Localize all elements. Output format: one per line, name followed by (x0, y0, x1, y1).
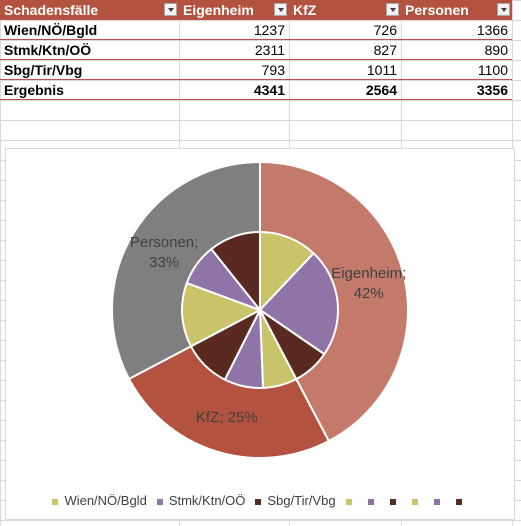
legend-label: Sbg/Tir/Vbg (267, 493, 336, 508)
legend-label: Wien/NÖ/Bgld (64, 493, 147, 508)
filter-dropdown-icon[interactable] (386, 3, 399, 16)
cell-value[interactable]: 1011 (289, 59, 401, 80)
row-label[interactable]: Stmk/Ktn/OÖ (0, 39, 179, 60)
legend-swatch (433, 498, 440, 505)
legend-swatch (345, 498, 352, 505)
legend-entry[interactable] (389, 493, 402, 508)
cell-value[interactable]: 1100 (401, 59, 512, 80)
header-kfz[interactable]: KfZ (289, 0, 401, 20)
total-value[interactable]: 4341 (179, 79, 289, 100)
inner-slice[interactable] (181, 281, 263, 348)
header-label: Personen (405, 1, 469, 18)
total-label[interactable]: Ergebnis (0, 79, 179, 100)
total-value[interactable]: 2564 (289, 79, 401, 100)
total-row: Ergebnis 4341 2564 3356 (0, 79, 512, 100)
filter-dropdown-icon[interactable] (274, 3, 287, 16)
data-label: Personen; 33% (130, 234, 198, 271)
header-personen[interactable]: Personen (401, 0, 512, 20)
legend-swatch (156, 498, 163, 505)
legend-entry[interactable] (433, 493, 446, 508)
legend-entry[interactable] (367, 493, 380, 508)
legend-label: Stmk/Ktn/OÖ (168, 493, 246, 508)
row-label[interactable]: Sbg/Tir/Vbg (0, 59, 179, 80)
header-schadensfaelle[interactable]: Schadensfälle (0, 0, 179, 20)
table-row: Stmk/Ktn/OÖ 2311 827 890 (0, 39, 512, 60)
legend-entry[interactable]: Wien/NÖ/Bgld (52, 493, 147, 508)
cell-value[interactable]: 1237 (179, 19, 289, 40)
pie-chart-canvas: Eigenheim; 42% KfZ; 25% Personen; 33% (111, 160, 409, 459)
legend-entry[interactable]: Stmk/Ktn/OÖ (156, 493, 246, 508)
header-label: Schadensfälle (4, 1, 99, 18)
cell-value[interactable]: 793 (179, 59, 289, 80)
cell-value[interactable]: 890 (401, 39, 512, 60)
legend-swatch (367, 498, 374, 505)
inner-slice[interactable] (209, 230, 261, 313)
data-label: KfZ; 25% (196, 409, 258, 426)
legend-swatch (52, 498, 59, 505)
legend-swatch (389, 498, 396, 505)
header-label: KfZ (293, 1, 317, 18)
legend-swatch (411, 498, 418, 505)
legend-entry[interactable] (411, 493, 424, 508)
total-value[interactable]: 3356 (401, 79, 512, 100)
filter-dropdown-icon[interactable] (164, 3, 177, 16)
table-row: Wien/NÖ/Bgld 1237 726 1366 (0, 19, 512, 40)
header-eigenheim[interactable]: Eigenheim (179, 0, 289, 20)
cell-value[interactable]: 1366 (401, 19, 512, 40)
legend-entry[interactable]: Sbg/Tir/Vbg (255, 493, 336, 508)
legend-swatch (455, 498, 462, 505)
cell-value[interactable]: 726 (289, 19, 401, 40)
data-label: Eigenheim; 42% (331, 265, 406, 302)
cell-value[interactable]: 2311 (179, 39, 289, 60)
inner-slice[interactable] (259, 230, 316, 313)
legend-entry[interactable] (345, 493, 358, 508)
chart-legend[interactable]: Wien/NÖ/Bgld Stmk/Ktn/OÖ Sbg/Tir/Vbg (6, 493, 514, 508)
table-row: Sbg/Tir/Vbg 793 1011 1100 (0, 59, 512, 80)
cell-value[interactable]: 827 (289, 39, 401, 60)
legend-entry[interactable] (455, 493, 468, 508)
row-label[interactable]: Wien/NÖ/Bgld (0, 19, 179, 40)
pie-chart[interactable]: Eigenheim; 42% KfZ; 25% Personen; 33% Wien/N… (5, 148, 515, 520)
inner-slice[interactable] (258, 251, 339, 356)
legend-swatch (255, 498, 262, 505)
header-label: Eigenheim (183, 1, 254, 18)
filter-dropdown-icon[interactable] (497, 3, 510, 16)
data-table[interactable]: Schadensfälle Eigenheim KfZ Personen Wie… (0, 0, 512, 100)
header-row: Schadensfälle Eigenheim KfZ Personen (0, 0, 512, 20)
